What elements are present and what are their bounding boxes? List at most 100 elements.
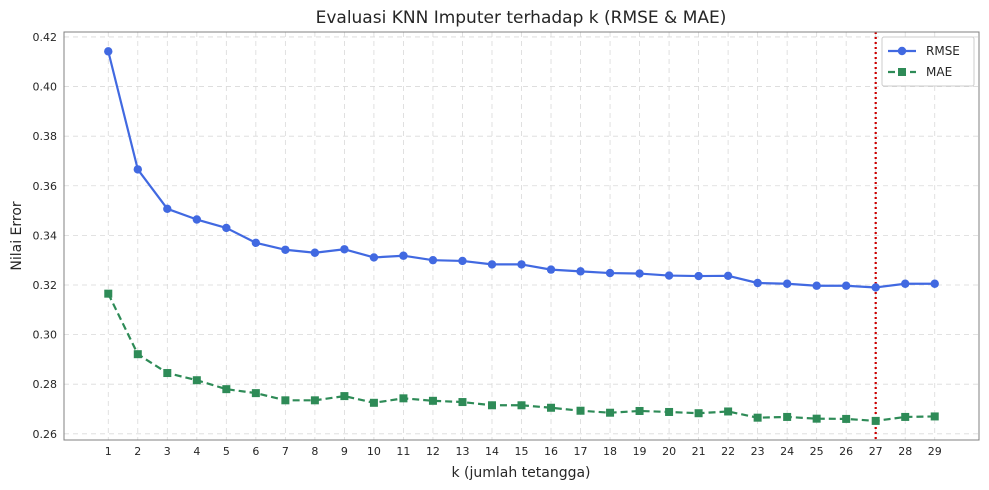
x-tick-label: 19 [633, 445, 647, 458]
data-point-rmse [812, 281, 821, 290]
data-point-mae [665, 407, 674, 416]
data-point-mae [724, 407, 733, 416]
data-point-rmse [487, 260, 497, 269]
data-point-rmse [251, 238, 261, 248]
data-point-rmse [163, 204, 172, 214]
series-layer [104, 47, 939, 425]
data-point-rmse [369, 253, 379, 262]
data-point-rmse [871, 283, 880, 292]
x-tick-label: 4 [193, 445, 200, 458]
x-tick-label: 10 [367, 445, 381, 458]
data-point-rmse [664, 271, 674, 280]
data-point-rmse [281, 245, 290, 254]
x-tick-label: 20 [662, 445, 676, 458]
x-tick-label: 7 [282, 445, 289, 458]
data-point-mae [281, 396, 290, 405]
data-point-mae [369, 398, 378, 407]
data-point-rmse [133, 165, 142, 174]
x-tick-label: 5 [223, 445, 230, 458]
y-tick-label: 0.36 [33, 180, 58, 193]
y-tick-label: 0.28 [33, 378, 58, 391]
x-tick-label: 26 [839, 445, 853, 458]
data-point-rmse [458, 256, 467, 266]
data-point-rmse [546, 265, 556, 274]
data-point-rmse [841, 281, 851, 290]
y-tick-label: 0.34 [33, 229, 58, 242]
data-point-rmse [310, 248, 320, 257]
y-tick-label: 0.40 [33, 81, 58, 94]
legend: RMSE MAE [881, 36, 975, 87]
x-axis-ticks: 1 2 3 4 5 6 7 8 9 10 11 12 13 14 15 16 17 18 19 20 21 22 23 24 2… [105, 445, 942, 458]
x-tick-label: 23 [751, 445, 765, 458]
x-axis-label: k (jumlah tetangga) [451, 465, 590, 481]
data-point-mae [487, 401, 496, 410]
data-point-mae [428, 396, 437, 405]
x-tick-label: 27 [869, 445, 883, 458]
data-point-mae [576, 406, 585, 415]
y-tick-label: 0.30 [33, 329, 58, 342]
data-point-rmse [901, 279, 910, 288]
x-tick-label: 9 [341, 445, 348, 458]
data-point-mae [340, 392, 349, 401]
data-point-mae [222, 385, 231, 394]
data-point-rmse [723, 271, 733, 281]
x-tick-label: 24 [780, 445, 794, 458]
data-point-rmse [428, 255, 438, 265]
data-point-rmse [399, 251, 408, 260]
x-tick-label: 17 [574, 445, 588, 458]
x-tick-label: 29 [928, 445, 942, 458]
x-tick-label: 25 [810, 445, 824, 458]
grid [64, 32, 979, 440]
data-point-mae [753, 413, 762, 422]
series-line-mae [107, 293, 935, 423]
data-point-mae [871, 416, 880, 425]
x-tick-label: 21 [692, 445, 706, 458]
x-tick-label: 15 [515, 445, 529, 458]
data-point-rmse [576, 267, 585, 276]
y-tick-label: 0.26 [33, 428, 58, 441]
x-tick-label: 11 [396, 445, 410, 458]
x-tick-label: 1 [105, 445, 112, 458]
x-tick-label: 18 [603, 445, 617, 458]
legend-mae-marker [898, 68, 906, 76]
data-point-mae [930, 412, 939, 421]
legend-label-mae: MAE [926, 65, 952, 79]
plot-frame [63, 31, 980, 441]
data-point-rmse [340, 245, 349, 254]
x-tick-label: 3 [164, 445, 171, 458]
data-point-mae [251, 389, 260, 398]
x-tick-label: 13 [455, 445, 469, 458]
y-axis-ticks: 0.26 0.28 0.30 0.32 0.34 0.36 0.38 0.40 0.42 [33, 31, 58, 441]
legend-label-rmse: RMSE [926, 44, 960, 58]
series-mae [104, 289, 939, 425]
y-tick-label: 0.32 [33, 279, 58, 292]
data-point-mae [310, 396, 319, 405]
x-tick-label: 6 [252, 445, 259, 458]
x-tick-label: 28 [898, 445, 912, 458]
data-point-mae [783, 412, 792, 421]
data-point-mae [192, 376, 201, 385]
x-tick-label: 22 [721, 445, 735, 458]
x-tick-label: 12 [426, 445, 440, 458]
data-point-mae [458, 398, 467, 407]
data-point-rmse [517, 260, 526, 269]
data-point-mae [606, 408, 615, 417]
x-tick-label: 16 [544, 445, 558, 458]
data-point-rmse [753, 278, 762, 288]
data-point-mae [399, 394, 408, 403]
y-axis-label: Nilai Error [9, 201, 25, 271]
data-point-mae [635, 406, 644, 415]
x-tick-label: 8 [311, 445, 318, 458]
data-point-rmse [605, 268, 615, 278]
data-point-mae [812, 414, 821, 423]
data-point-rmse [635, 269, 644, 278]
legend-rmse-marker [897, 46, 907, 56]
y-tick-label: 0.38 [33, 130, 58, 143]
x-tick-label: 14 [485, 445, 499, 458]
data-point-mae [163, 369, 172, 378]
data-point-mae [517, 401, 526, 410]
data-point-rmse [222, 223, 231, 233]
x-tick-label: 2 [134, 445, 141, 458]
